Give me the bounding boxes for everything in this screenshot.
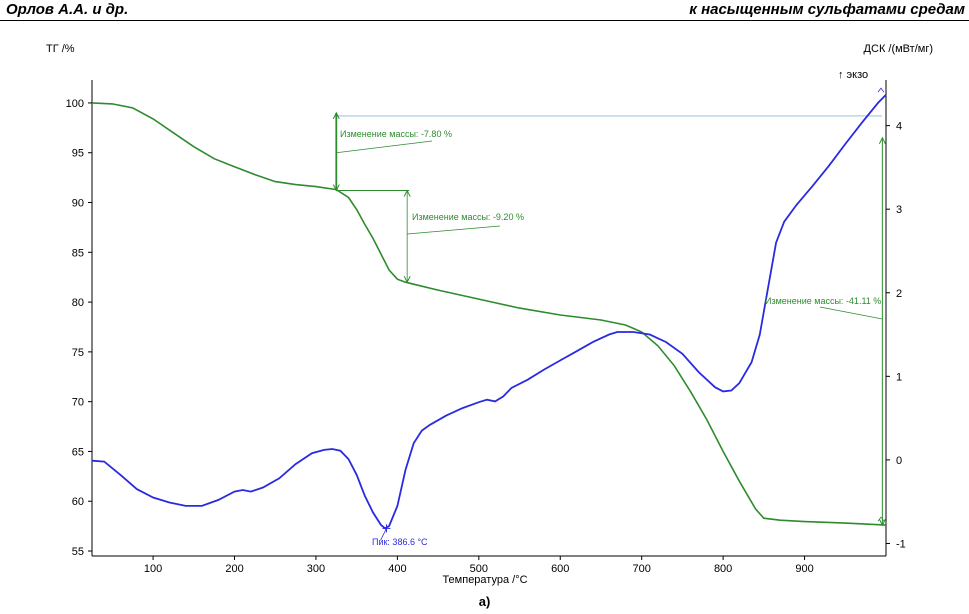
annotation-arrowhead	[878, 136, 886, 145]
x-tick-label: 900	[795, 563, 813, 575]
header-title: к насыщенным сульфатами средам	[689, 1, 965, 18]
y-right-tick-label: -1	[896, 538, 906, 550]
y-right-tick-label: 4	[896, 121, 902, 133]
tg-series-line	[91, 102, 887, 526]
header-authors: Орлов А.А. и др.	[6, 1, 129, 18]
annotation-mass-change-1: Изменение массы: -7.80 %	[332, 111, 452, 192]
annotation-mass-change-2: Изменение массы: -9.20 %	[336, 189, 524, 284]
y-right-tick-label: 2	[896, 288, 902, 300]
annotation-arrowhead	[878, 518, 886, 527]
x-tick-label: 700	[633, 563, 651, 575]
figure-caption: а)	[478, 594, 491, 609]
tg-end-marker	[877, 516, 885, 522]
annotation-leader	[380, 528, 387, 541]
annotations: Изменение массы: -7.80 % Изменение массы:…	[332, 87, 886, 547]
y-left-tick-label: 85	[72, 247, 84, 259]
y-left-tick-label: 55	[72, 546, 84, 558]
y-left-tick-label: 60	[72, 496, 84, 508]
annotation-arrowhead	[403, 189, 411, 197]
exo-direction-label: ↑ экзо	[838, 69, 868, 81]
y-axis-right-label: ДСК /(мВт/мг)	[864, 43, 933, 55]
y-left-tick-label: 95	[72, 148, 84, 160]
x-tick-label: 400	[388, 563, 406, 575]
x-tick-label: 500	[470, 563, 488, 575]
dsc-end-marker	[877, 87, 885, 93]
annotation-label: Пик: 386.6 °C	[372, 537, 428, 547]
x-axis-label: Температура /°C	[442, 574, 527, 586]
annotation-arrowhead	[332, 111, 340, 120]
annotation-leader	[336, 140, 433, 154]
annotation-mass-change-3: Изменение массы: -41.11 %	[765, 136, 886, 527]
y-left-tick-label: 65	[72, 446, 84, 458]
x-tick-label: 600	[551, 563, 569, 575]
annotation-dsc-peak: Пик: 386.6 °C	[372, 524, 428, 547]
annotation-label: Изменение массы: -41.11 %	[765, 296, 881, 306]
y-right-tick-label: 0	[896, 455, 902, 467]
x-tick-label: 800	[714, 563, 732, 575]
y-axis-left-label: ТГ /%	[46, 43, 75, 55]
dsc-series-line	[91, 94, 887, 530]
y-right-tick-label: 3	[896, 204, 902, 216]
x-tick-label: 300	[307, 563, 325, 575]
annotation-leader	[819, 306, 883, 320]
tg-dsc-chart: 100 200 300 400 500 600 700 800 9005560657075808…	[46, 43, 933, 586]
y-left-tick-label: 100	[66, 98, 84, 110]
page-header: Орлов А.А. и др. к насыщенным сульфатами…	[0, 0, 969, 22]
y-left-tick-label: 90	[72, 198, 84, 210]
y-right-tick-label: 1	[896, 371, 902, 383]
peak-marker	[382, 524, 391, 533]
y-left-tick-label: 70	[72, 397, 84, 409]
annotation-label: Изменение массы: -9.20 %	[412, 212, 524, 222]
annotation-leader	[407, 225, 501, 235]
annotation-label: Изменение массы: -7.80 %	[340, 129, 452, 139]
x-tick-label: 200	[225, 563, 243, 575]
axes: 100 200 300 400 500 600 700 800 9005560657075808…	[66, 80, 906, 575]
x-tick-label: 100	[144, 563, 162, 575]
y-left-tick-label: 80	[72, 297, 84, 309]
annotation-arrowhead	[403, 275, 411, 284]
y-left-tick-label: 75	[72, 347, 84, 359]
header-rule	[0, 20, 969, 21]
